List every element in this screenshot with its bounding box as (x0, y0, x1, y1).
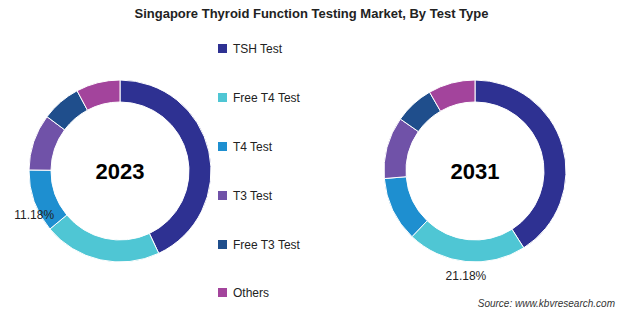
legend-label: TSH Test (233, 42, 283, 56)
data-label: 21.18% (446, 269, 487, 283)
center-label: 2023 (96, 159, 145, 184)
donut-slice (430, 80, 475, 111)
legend-swatch (218, 240, 227, 249)
legend-swatch (218, 288, 227, 297)
chart-canvas: Singapore Thyroid Function Testing Marke… (0, 0, 623, 323)
legend-swatch (218, 44, 227, 53)
legend-label: T3 Test (233, 189, 273, 203)
donut-slice (412, 221, 524, 262)
legend-label: Free T4 Test (233, 91, 301, 105)
legend-swatch (218, 191, 227, 200)
data-label: 11.18% (14, 208, 54, 222)
legend-label: Free T3 Test (233, 238, 301, 252)
legend: TSH Test Free T4 Test T4 Test T3 Test Free T… (218, 42, 301, 300)
legend-swatch (218, 93, 227, 102)
donut-slice (50, 215, 159, 262)
donut-chart (384, 80, 566, 262)
legend-label: T4 Test (233, 140, 273, 154)
donut-slice (77, 80, 120, 110)
legend-swatch (218, 142, 227, 151)
center-label: 2031 (451, 159, 500, 184)
donut-slice (384, 177, 427, 237)
legend-label: Others (233, 286, 269, 300)
source-note: Source: www.kbvresearch.com (478, 298, 615, 309)
chart-title: Singapore Thyroid Function Testing Marke… (135, 6, 489, 21)
donut-chart (29, 80, 211, 262)
